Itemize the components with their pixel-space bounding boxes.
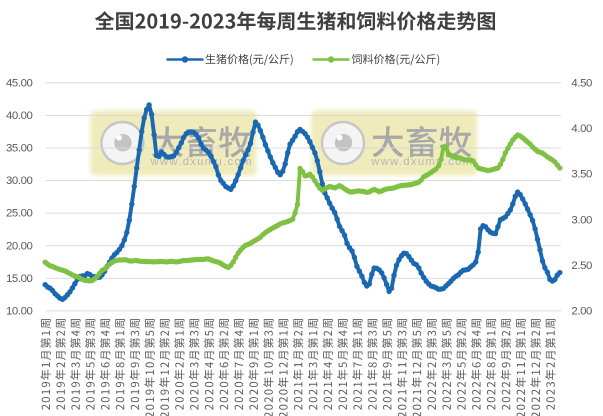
svg-text:30.00: 30.00 [6,175,33,187]
svg-text:2.00: 2.00 [571,306,592,318]
svg-text:www.dxumu.com: www.dxumu.com [150,156,253,168]
svg-text:3.00: 3.00 [571,214,592,226]
svg-text:www.dxumu.com: www.dxumu.com [370,156,473,168]
svg-text:10.00: 10.00 [6,306,33,318]
svg-text:45.00: 45.00 [6,77,33,89]
svg-text:15.00: 15.00 [6,273,33,285]
svg-text:2.50: 2.50 [571,260,592,272]
svg-text:20.00: 20.00 [6,240,33,252]
svg-text:40.00: 40.00 [6,110,33,122]
svg-text:3.50: 3.50 [571,169,592,181]
svg-text:4.00: 4.00 [571,123,592,135]
svg-text:25.00: 25.00 [6,208,33,220]
svg-text:35.00: 35.00 [6,143,33,155]
svg-text:4.50: 4.50 [571,77,592,89]
